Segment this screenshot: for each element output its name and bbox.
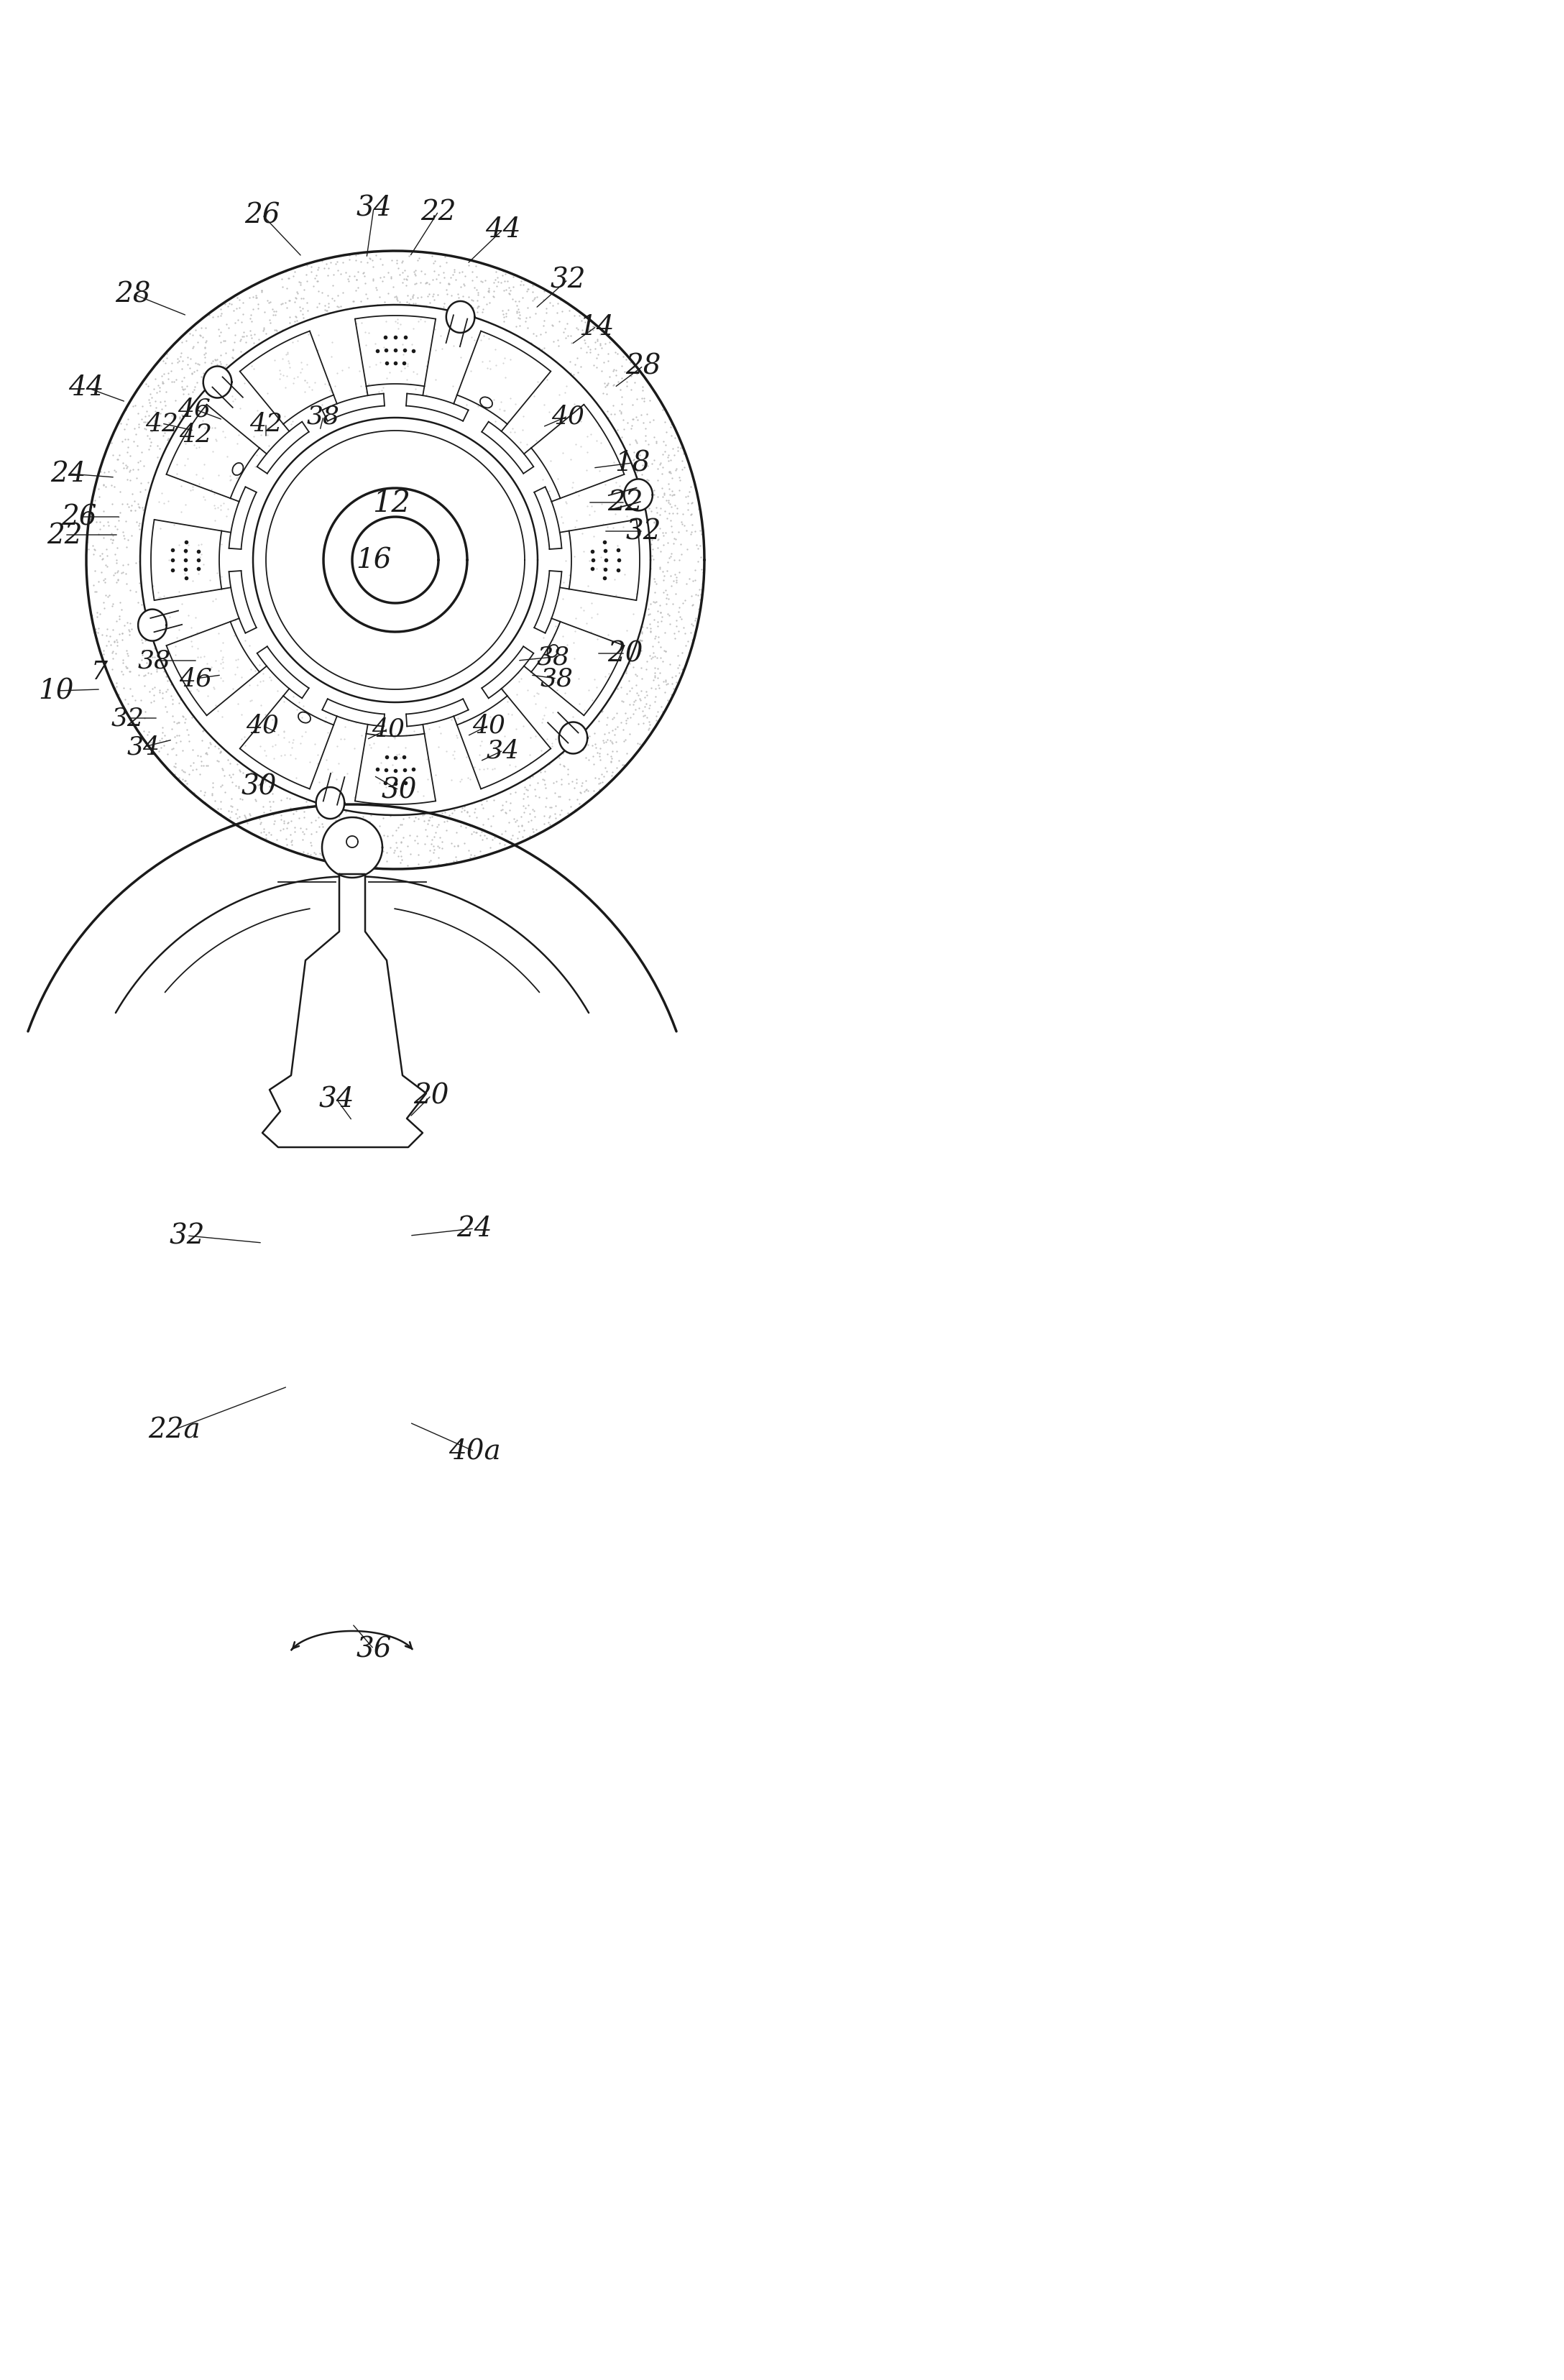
Polygon shape [558,724,588,754]
Text: 26: 26 [61,505,97,531]
Text: 30: 30 [382,778,416,804]
Text: 40: 40 [472,714,505,738]
Text: 40: 40 [551,405,585,428]
Text: 40: 40 [246,714,278,738]
Text: 40: 40 [372,716,405,743]
Text: 22: 22 [607,490,643,516]
Text: 38: 38 [138,650,170,674]
Text: 34: 34 [319,1085,353,1114]
Text: 32: 32 [111,707,144,731]
Text: 32: 32 [169,1223,205,1250]
Text: 38: 38 [307,405,339,428]
Text: 34: 34 [127,735,160,759]
Polygon shape [203,367,231,397]
Text: 22: 22 [421,198,457,226]
Polygon shape [138,609,166,640]
Text: 20: 20 [607,640,643,666]
Text: 22: 22 [47,521,83,550]
Text: 44: 44 [69,374,105,402]
Text: 34: 34 [486,738,519,764]
Text: 28: 28 [116,281,150,307]
Text: 18: 18 [615,450,651,476]
Text: 14: 14 [579,314,615,340]
Text: 7: 7 [91,659,108,683]
Text: 44: 44 [485,217,521,243]
Text: 46: 46 [178,397,211,421]
Polygon shape [624,481,652,512]
Text: 42: 42 [178,424,213,447]
Text: 24: 24 [50,462,86,488]
Text: 20: 20 [413,1083,449,1109]
Polygon shape [446,302,474,333]
Text: 26: 26 [244,202,280,228]
Polygon shape [263,873,427,1147]
Text: 24: 24 [457,1216,493,1242]
Text: 22a: 22a [149,1416,200,1442]
Text: 32: 32 [626,519,662,545]
Text: 40a: 40a [449,1438,500,1464]
Text: 12: 12 [372,488,411,519]
Text: 42: 42 [249,412,283,436]
Text: 34: 34 [357,195,391,221]
Text: 10: 10 [38,678,74,704]
Text: 28: 28 [626,352,662,381]
Text: 32: 32 [551,267,585,293]
Text: 42: 42 [145,412,178,436]
Polygon shape [322,819,382,878]
Text: 30: 30 [241,774,277,800]
Text: 38: 38 [536,645,569,669]
Text: 38: 38 [541,666,574,690]
Text: 36: 36 [357,1635,391,1664]
Text: 16: 16 [357,547,391,574]
Polygon shape [316,788,344,819]
Text: 46: 46 [178,666,213,690]
